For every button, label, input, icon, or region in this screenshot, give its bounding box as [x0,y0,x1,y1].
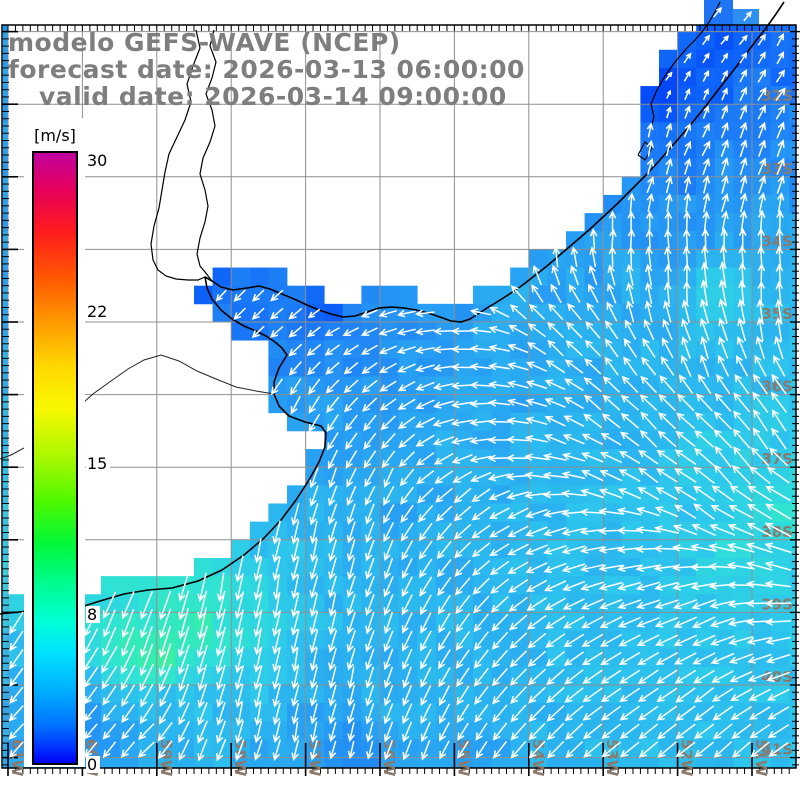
river-parana [196,29,217,282]
colorbar-gradient [32,151,78,765]
lat-label: 32S [761,87,793,105]
lat-label: 37S [761,450,793,468]
axis-ticks [1,24,800,776]
lon-label: 51W [752,739,770,777]
river-uruguay [150,29,206,281]
lon-label: 52W [678,739,696,777]
colorbar-unit-label: [m/s] [34,126,76,145]
lat-label: 33S [761,160,793,178]
lon-label: 54W [529,739,547,777]
forecast-date: forecast date: 2026-03-13 06:00:00 [8,55,525,84]
lon-label: 57W [306,739,324,777]
coastline [0,1,785,615]
lagoon-shore [649,1,721,131]
lon-label: 53W [603,739,621,777]
colorbar: [m/s] [24,118,85,767]
colorbar-tick-15: 15 [86,455,111,472]
overflow-arrows [713,6,752,22]
colorbar-tick-0: 0 [86,756,101,773]
lon-label: 58W [231,739,249,777]
colorbar-tick-8: 8 [86,606,101,623]
valid-date: valid date: 2026-03-14 09:00:00 [39,82,507,111]
lat-label: 35S [761,305,793,323]
map-frame [1,24,797,769]
model-title: modelo GEFS-WAVE (NCEP) [8,28,401,57]
colorbar-tick-30: 30 [86,152,111,169]
lat-label: 36S [761,378,793,396]
lon-label: 59W [157,739,175,777]
colorbar-tick-22: 22 [86,303,111,320]
lat-label: 34S [761,232,793,250]
lat-label: 39S [761,595,793,613]
graticule-labels: 32S33S34S35S36S37S38S39S40S41S61W60W59W5… [8,87,793,777]
lon-label: 55W [454,739,472,777]
lat-label: 38S [761,523,793,541]
lagoon-small [637,141,653,161]
lon-label: 56W [380,739,398,777]
lon-label: 61W [8,739,26,777]
wave-direction-arrows [8,32,792,762]
